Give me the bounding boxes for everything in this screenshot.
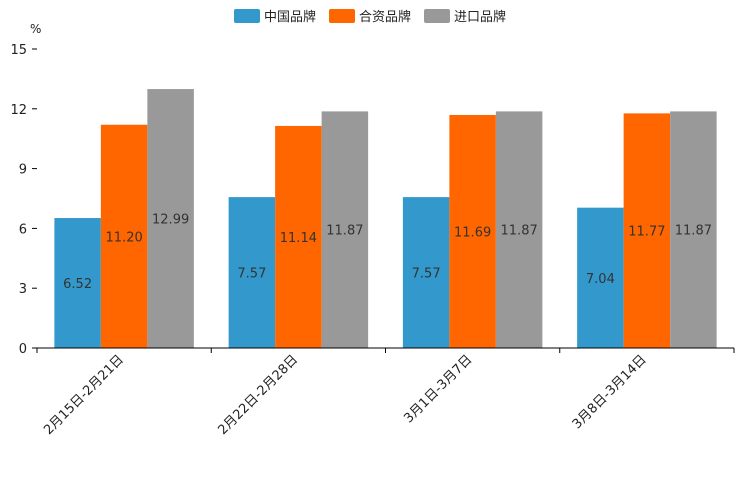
- y-axis: 0 3 6 9 12 15: [10, 43, 37, 357]
- bar: [449, 114, 496, 348]
- x-category-label: 3月1日-3月7日: [401, 352, 475, 426]
- y-tick-label: 9: [19, 163, 27, 178]
- legend: 中国品牌 合资品牌 进口品牌: [234, 9, 506, 25]
- bar-value-label: 6.52: [63, 277, 92, 292]
- bar-value-label: 11.87: [501, 224, 538, 239]
- bar-value-label: 7.57: [412, 267, 441, 282]
- bar-value-label: 11.14: [280, 231, 317, 246]
- bar: [495, 111, 543, 349]
- bar: [100, 124, 148, 348]
- bar: [577, 207, 624, 348]
- legend-label: 进口品牌: [454, 9, 506, 25]
- bar: [402, 197, 450, 348]
- bar-value-label: 11.77: [628, 225, 665, 240]
- y-tick-label: 3: [19, 282, 27, 297]
- bar-value-label: 11.69: [454, 225, 491, 240]
- bar: [670, 111, 717, 349]
- legend-swatch: [234, 9, 260, 23]
- bar-value-label: 7.57: [237, 267, 266, 282]
- bar-value-label: 11.87: [326, 224, 363, 239]
- bar-value-label: 11.87: [675, 224, 712, 239]
- bar-value-label: 11.20: [106, 230, 143, 245]
- legend-swatch: [329, 9, 355, 23]
- legend-label: 中国品牌: [264, 9, 316, 25]
- legend-label: 合资品牌: [359, 9, 411, 25]
- bar-value-label: 12.99: [152, 213, 189, 228]
- y-tick-label: 15: [10, 43, 27, 58]
- bar: [147, 89, 194, 348]
- bar: [54, 218, 101, 348]
- bar: [623, 113, 671, 348]
- bar-value-label: 7.04: [586, 272, 615, 287]
- y-tick-label: 12: [10, 103, 27, 118]
- x-category-label: 2月22日-2月28日: [215, 352, 301, 438]
- x-axis: 2月15日-2月21日 2月22日-2月28日 3月1日-3月7日 3月8日-3月14…: [36, 347, 735, 438]
- bars: 6.52 7.57 7.57 7.04 11.20 11.14 11.69 11.77 12.9…: [54, 89, 717, 349]
- y-tick-label: 0: [19, 342, 27, 357]
- legend-swatch: [424, 9, 450, 23]
- bar: [228, 197, 276, 348]
- bar: [275, 125, 322, 349]
- bar: [321, 111, 369, 349]
- x-category-label: 3月8日-3月14日: [570, 352, 650, 432]
- y-tick-label: 6: [19, 222, 27, 237]
- y-axis-unit: %: [30, 22, 41, 36]
- x-category-label: 2月15日-2月21日: [41, 352, 127, 438]
